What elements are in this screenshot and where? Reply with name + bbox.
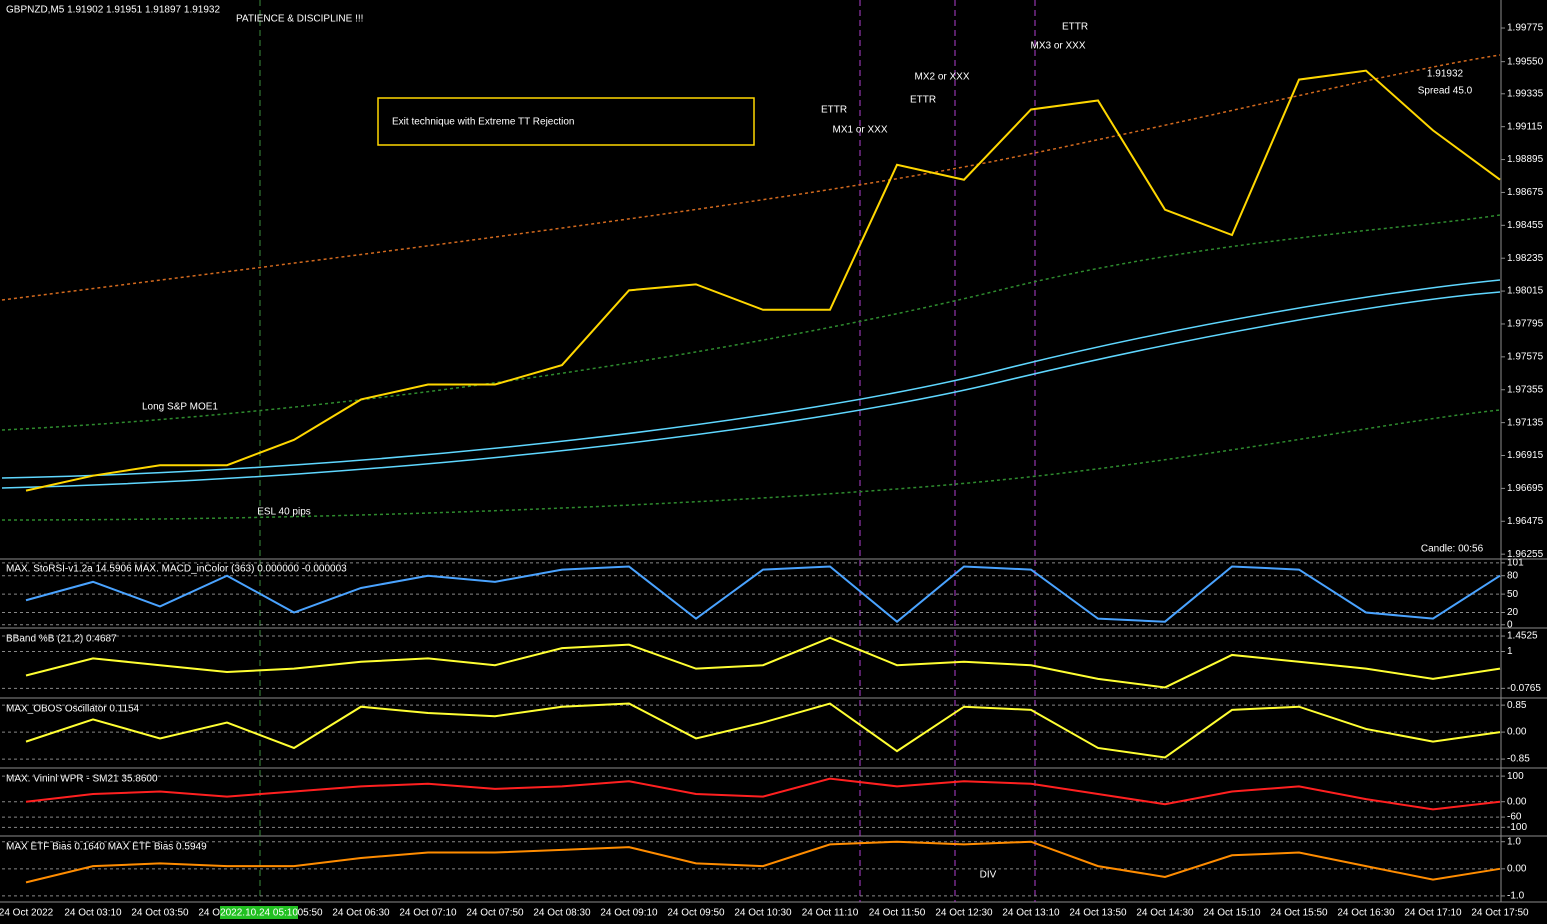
x-tick-label: 24 Oct 07:50	[466, 908, 524, 919]
y-tick-label: 1.99115	[1507, 121, 1543, 132]
annotation: Long S&P MOE1	[142, 402, 218, 413]
y-tick-label: 1.98015	[1507, 286, 1544, 297]
x-tick-label: 24 Oct 09:10	[600, 908, 658, 919]
y-tick-label: 50	[1507, 589, 1519, 600]
pane-title: MAX_OBOS Oscillator 0.1154	[6, 704, 140, 715]
y-tick-label: 1	[1507, 646, 1513, 657]
series-line	[25, 702, 1501, 759]
annotation: 1.91932	[1427, 69, 1464, 80]
pane-frames	[0, 0, 1547, 903]
x-tick-label: 24 Oct 15:50	[1270, 908, 1328, 919]
x-tick-label: 24 Oct 14:30	[1136, 908, 1194, 919]
y-tick-label: -60	[1507, 812, 1522, 823]
y-tick-label: 101	[1507, 557, 1524, 568]
annotation: ESL 40 pips	[257, 507, 311, 518]
annotation: Candle: 00:56	[1421, 544, 1484, 555]
series-line	[25, 636, 1501, 689]
x-tick-label: 24 Oct 15:10	[1203, 908, 1261, 919]
y-tick-label: 80	[1507, 570, 1519, 581]
x-tick-label: 24 Oct 10:30	[734, 908, 792, 919]
pane-title: MAX ETF Bias 0.1640 MAX ETF Bias 0.5949	[6, 842, 207, 853]
annotation: ETTR	[821, 105, 847, 116]
x-tick-label: 24 Oct 13:10	[1002, 908, 1060, 919]
series-line	[25, 777, 1501, 811]
x-tick-label: 24 Oct 08:30	[533, 908, 591, 919]
y-tick-label: -0.85	[1507, 754, 1530, 765]
y-tick-label: 20	[1507, 607, 1519, 618]
annotation: MX1 or XXX	[832, 125, 887, 136]
y-tick-label: 1.97795	[1507, 319, 1544, 330]
y-tick-label: 1.97135	[1507, 417, 1544, 428]
x-tick-label: 24 Oct 17:10	[1404, 908, 1462, 919]
y-tick-label: -0.0765	[1507, 683, 1541, 694]
x-tick-label: 24 Oct 06:30	[332, 908, 390, 919]
y-tick-label: 1.99335	[1507, 88, 1544, 99]
annotation-box	[377, 97, 755, 146]
pane-title: MAX. StoRSI-v1.2a 14.5906 MAX. MACD_inCo…	[6, 564, 347, 575]
y-tick-label: 1.96255	[1507, 549, 1544, 560]
annotation: MX3 or XXX	[1030, 41, 1085, 52]
y-tick-label: 1.97355	[1507, 384, 1544, 395]
x-tick-label: 24 Oct 03:10	[64, 908, 122, 919]
y-tick-label: 1.97575	[1507, 351, 1544, 362]
y-tick-label: 1.98235	[1507, 253, 1544, 264]
annotation: Spread 45.0	[1418, 86, 1473, 97]
x-tick-label: 24 Oct 11:10	[802, 908, 859, 919]
y-tick-label: 0.00	[1507, 727, 1527, 738]
y-tick-label: 0.00	[1507, 863, 1527, 874]
crosshair-box	[220, 906, 298, 919]
session-lines	[259, 0, 1036, 902]
series-line	[25, 69, 1501, 492]
y-tick-label: -1.0	[1507, 891, 1525, 902]
y-tick-label: 1.96695	[1507, 483, 1544, 494]
x-tick-label: 24 Oct 12:30	[935, 908, 993, 919]
annotation: Exit technique with Extreme TT Rejection	[392, 117, 575, 128]
x-tick-label: 24 Oct 17:50	[1471, 908, 1529, 919]
y-tick-label: 1.98895	[1507, 154, 1544, 165]
annotation: ETTR	[1062, 22, 1088, 33]
y-tick-label: 1.99550	[1507, 56, 1544, 67]
crosshair-label: 2022.10.24 05:10	[220, 908, 298, 919]
y-tick-label: 1.0	[1507, 836, 1521, 847]
y-tick-label: 0.00	[1507, 796, 1527, 807]
x-tick-label: 24 Oct 11:50	[869, 908, 926, 919]
y-tick-label: 1.96475	[1507, 516, 1544, 527]
pane-title: MAX. Vininl WPR - SM21 35.8600	[6, 774, 158, 785]
x-tick-label: 24 Oct 16:30	[1337, 908, 1395, 919]
x-tick-label: 24 Oct 13:50	[1069, 908, 1127, 919]
x-tick-label: 24 Oct 07:10	[399, 908, 457, 919]
x-tick-label: 24 Oct 03:50	[131, 908, 189, 919]
bands	[1, 54, 1501, 521]
y-tick-label: 1.98455	[1507, 220, 1544, 231]
annotation: DIV	[980, 870, 997, 881]
y-tick-label: 0.85	[1507, 700, 1527, 711]
x-tick-label: 24 Oct 2022	[0, 908, 54, 919]
y-tick-label: 0	[1507, 619, 1513, 630]
y-tick-label: 1.4525	[1507, 631, 1538, 642]
x-tick-label: 24 Oct 09:50	[667, 908, 725, 919]
y-tick-label: 1.99775	[1507, 23, 1544, 34]
annotation: ETTR	[910, 95, 936, 106]
pane-title: BBand %B (21,2) 0.4687	[6, 634, 117, 645]
y-tick-label: 1.98675	[1507, 187, 1544, 198]
pane-title: GBPNZD,M5 1.91902 1.91951 1.91897 1.9193…	[6, 5, 220, 16]
annotation: MX2 or XXX	[914, 72, 969, 83]
series-line	[25, 565, 1501, 624]
y-tick-label: 100	[1507, 771, 1524, 782]
y-tick-label: 1.96915	[1507, 450, 1544, 461]
series-line	[25, 840, 1501, 884]
y-tick-label: -100	[1507, 822, 1527, 833]
annotation: PATIENCE & DISCIPLINE !!!	[236, 14, 363, 25]
